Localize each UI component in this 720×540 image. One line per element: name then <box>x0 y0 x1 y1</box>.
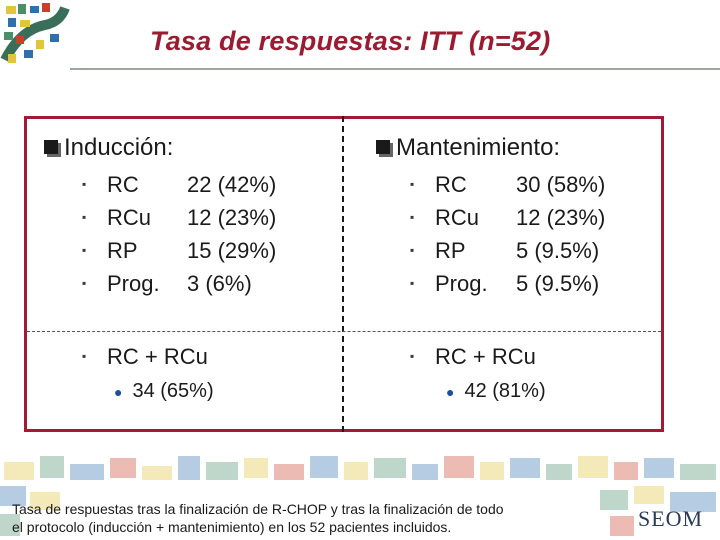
induccion-heading-text: Inducción: <box>64 134 174 161</box>
induccion-list: ▪ RC 22 (42%) ▪ RCu 12 (23%) ▪ RP 15 (29… <box>82 168 332 300</box>
checkbox-bullet-icon <box>376 140 390 154</box>
list-item: ▪ RC 22 (42%) <box>82 168 332 201</box>
item-label: RP <box>435 238 466 263</box>
combined-label: RC + RCu <box>435 344 536 369</box>
list-item: ▪ RC 30 (58%) <box>410 168 660 201</box>
list-item: ▪ RCu 12 (23%) <box>82 201 332 234</box>
list-item: ▪ RP 15 (29%) <box>82 234 332 267</box>
item-value: 5 (9.5%) <box>516 238 600 263</box>
dot-bullet-icon: ● <box>446 383 455 400</box>
square-bullet-icon: ▪ <box>82 243 87 257</box>
item-label: Prog. <box>435 271 488 296</box>
item-value: 12 (23%) <box>187 205 277 230</box>
square-bullet-icon: ▪ <box>410 349 415 363</box>
square-bullet-icon: ▪ <box>82 177 87 191</box>
item-label: Prog. <box>107 271 160 296</box>
mantenimiento-combined: ▪ RC + RCu <box>410 340 536 373</box>
list-item: ▪ RCu 12 (23%) <box>410 201 660 234</box>
item-label: RC <box>107 172 139 197</box>
mantenimiento-combined-value-row: ● 42 (81%) <box>446 380 546 403</box>
checkbox-bullet-icon <box>44 140 58 154</box>
square-bullet-icon: ▪ <box>82 210 87 224</box>
column-divider <box>342 116 344 432</box>
figure-caption: Tasa de respuestas tras la finalización … <box>12 500 612 536</box>
list-item: ▪ Prog. 3 (6%) <box>82 267 332 300</box>
list-item: ▪ RC + RCu <box>410 340 536 373</box>
item-value: 12 (23%) <box>516 205 606 230</box>
square-bullet-icon: ▪ <box>410 177 415 191</box>
mantenimiento-heading: Mantenimiento: <box>376 134 560 162</box>
dot-bullet-icon: ● <box>114 383 123 400</box>
item-value: 22 (42%) <box>187 172 277 197</box>
list-item: ▪ RP 5 (9.5%) <box>410 234 660 267</box>
mosaic-footer-decoration <box>0 452 720 540</box>
combined-value: 42 (81%) <box>464 380 546 402</box>
item-value: 3 (6%) <box>187 271 252 296</box>
mantenimiento-heading-text: Mantenimiento: <box>396 134 561 161</box>
item-value: 15 (29%) <box>187 238 277 263</box>
induccion-combined-value-row: ● 34 (65%) <box>114 380 214 403</box>
row-divider <box>27 331 661 332</box>
item-label: RP <box>107 238 138 263</box>
item-value: 5 (9.5%) <box>516 271 600 296</box>
square-bullet-icon: ▪ <box>82 276 87 290</box>
mantenimiento-list: ▪ RC 30 (58%) ▪ RCu 12 (23%) ▪ RP 5 (9.5… <box>410 168 660 300</box>
list-item: ▪ Prog. 5 (9.5%) <box>410 267 660 300</box>
mosaic-logo-icon <box>0 0 70 70</box>
square-bullet-icon: ▪ <box>82 349 87 363</box>
item-label: RC <box>435 172 467 197</box>
page-title: Tasa de respuestas: ITT (n=52) <box>150 26 551 56</box>
square-bullet-icon: ▪ <box>410 276 415 290</box>
item-label: RCu <box>107 205 152 230</box>
caption-line-2: el protocolo (inducción + mantenimiento)… <box>12 519 452 535</box>
combined-value: 34 (65%) <box>132 380 214 402</box>
square-bullet-icon: ▪ <box>410 210 415 224</box>
results-frame <box>24 116 664 432</box>
induccion-combined: ▪ RC + RCu <box>82 340 208 373</box>
list-item: ▪ RC + RCu <box>82 340 208 373</box>
square-bullet-icon: ▪ <box>410 243 415 257</box>
seom-logo: SEOM <box>638 506 704 531</box>
item-value: 30 (58%) <box>516 172 606 197</box>
item-label: RCu <box>435 205 480 230</box>
title-divider <box>70 68 720 70</box>
caption-line-1: Tasa de respuestas tras la finalización … <box>12 501 504 517</box>
induccion-heading: Inducción: <box>44 134 173 162</box>
combined-label: RC + RCu <box>107 344 208 369</box>
